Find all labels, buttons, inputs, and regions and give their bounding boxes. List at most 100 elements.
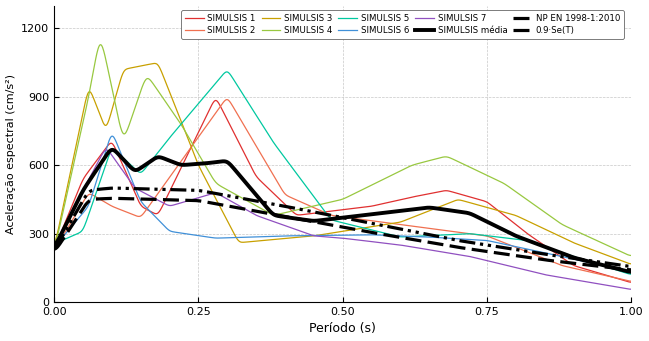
- Line: SIMULSIS 7: SIMULSIS 7: [54, 150, 631, 289]
- Line: SIMULSIS 1: SIMULSIS 1: [54, 101, 631, 282]
- 0.9·Se(T): [305, 219, 313, 223]
- SIMULSIS 1: [212, 99, 220, 103]
- SIMULSIS 5: [50, 241, 58, 245]
- NP EN 1998-1:2010: [627, 264, 635, 268]
- SIMULSIS 2: [50, 246, 58, 250]
- SIMULSIS 7: [511, 265, 519, 269]
- 0.9·Se(T): [50, 247, 58, 251]
- SIMULSIS média: [511, 233, 519, 237]
- SIMULSIS 3: [109, 104, 117, 108]
- SIMULSIS 7: [284, 225, 292, 229]
- Line: SIMULSIS 4: SIMULSIS 4: [54, 45, 631, 255]
- SIMULSIS 5: [109, 148, 117, 152]
- NP EN 1998-1:2010: [501, 246, 509, 250]
- NP EN 1998-1:2010: [50, 244, 58, 248]
- SIMULSIS 1: [305, 212, 313, 216]
- SIMULSIS 4: [284, 210, 292, 214]
- Line: SIMULSIS 5: SIMULSIS 5: [54, 72, 631, 274]
- Line: SIMULSIS 6: SIMULSIS 6: [54, 136, 631, 272]
- SIMULSIS 7: [305, 232, 313, 236]
- SIMULSIS 7: [50, 244, 58, 248]
- SIMULSIS 5: [284, 160, 292, 164]
- SIMULSIS 5: [447, 233, 455, 237]
- SIMULSIS 3: [511, 213, 519, 217]
- SIMULSIS 2: [284, 194, 292, 198]
- SIMULSIS 6: [501, 242, 509, 246]
- SIMULSIS 4: [501, 182, 509, 186]
- 0.9·Se(T): [511, 253, 519, 257]
- SIMULSIS 4: [627, 253, 635, 257]
- SIMULSIS 4: [50, 241, 58, 245]
- SIMULSIS 7: [103, 148, 110, 152]
- SIMULSIS 1: [109, 143, 117, 147]
- SIMULSIS 2: [109, 205, 117, 209]
- SIMULSIS média: [627, 270, 635, 274]
- 0.9·Se(T): [284, 215, 292, 219]
- NP EN 1998-1:2010: [305, 209, 313, 213]
- 0.9·Se(T): [627, 268, 635, 272]
- SIMULSIS média: [447, 208, 455, 212]
- NP EN 1998-1:2010: [284, 205, 292, 209]
- 0.9·Se(T): [109, 196, 117, 201]
- SIMULSIS média: [108, 148, 116, 152]
- Line: NP EN 1998-1:2010: NP EN 1998-1:2010: [54, 188, 631, 266]
- SIMULSIS 4: [447, 156, 455, 160]
- Line: SIMULSIS 2: SIMULSIS 2: [54, 100, 631, 281]
- SIMULSIS 3: [151, 61, 158, 65]
- 0.9·Se(T): [447, 244, 455, 248]
- SIMULSIS 6: [305, 234, 313, 238]
- SIMULSIS 3: [305, 234, 313, 238]
- SIMULSIS 6: [447, 236, 455, 240]
- SIMULSIS 3: [447, 200, 455, 204]
- SIMULSIS 5: [627, 272, 635, 276]
- SIMULSIS 1: [501, 214, 509, 218]
- Legend: SIMULSIS 1, SIMULSIS 2, SIMULSIS 3, SIMULSIS 4, SIMULSIS 5, SIMULSIS 6, SIMULSIS: SIMULSIS 1, SIMULSIS 2, SIMULSIS 3, SIMU…: [181, 11, 624, 39]
- SIMULSIS 7: [447, 251, 455, 255]
- SIMULSIS 1: [627, 280, 635, 284]
- SIMULSIS 7: [501, 263, 509, 267]
- NP EN 1998-1:2010: [111, 186, 119, 190]
- SIMULSIS 1: [284, 205, 292, 209]
- 0.9·Se(T): [501, 252, 509, 256]
- SIMULSIS 5: [223, 70, 230, 74]
- SIMULSIS 7: [110, 155, 117, 160]
- SIMULSIS 3: [50, 240, 58, 244]
- NP EN 1998-1:2010: [447, 237, 455, 241]
- SIMULSIS 7: [627, 287, 635, 291]
- SIMULSIS 4: [511, 189, 519, 193]
- SIMULSIS 5: [501, 236, 509, 240]
- Line: 0.9·Se(T): 0.9·Se(T): [54, 198, 631, 270]
- SIMULSIS 5: [511, 237, 519, 241]
- X-axis label: Período (s): Período (s): [309, 323, 376, 336]
- SIMULSIS média: [501, 228, 509, 233]
- SIMULSIS média: [284, 216, 292, 220]
- SIMULSIS 2: [305, 204, 313, 208]
- 0.9·Se(T): [110, 196, 117, 201]
- SIMULSIS 6: [627, 270, 635, 274]
- SIMULSIS 6: [110, 135, 117, 139]
- SIMULSIS 1: [511, 222, 519, 226]
- Line: SIMULSIS média: SIMULSIS média: [54, 150, 631, 272]
- SIMULSIS 2: [511, 245, 519, 249]
- SIMULSIS 1: [447, 190, 455, 194]
- SIMULSIS média: [50, 242, 58, 247]
- SIMULSIS 2: [627, 279, 635, 283]
- SIMULSIS média: [110, 148, 117, 152]
- SIMULSIS 6: [50, 243, 58, 248]
- SIMULSIS 4: [97, 43, 104, 47]
- SIMULSIS 4: [305, 205, 313, 209]
- SIMULSIS 2: [223, 98, 230, 102]
- SIMULSIS 3: [501, 210, 509, 214]
- SIMULSIS 5: [305, 188, 313, 192]
- SIMULSIS 3: [627, 262, 635, 266]
- NP EN 1998-1:2010: [511, 248, 519, 252]
- Line: SIMULSIS 3: SIMULSIS 3: [54, 63, 631, 264]
- SIMULSIS 4: [110, 94, 117, 98]
- SIMULSIS 2: [447, 229, 455, 233]
- SIMULSIS média: [305, 218, 313, 222]
- SIMULSIS 6: [108, 134, 116, 138]
- Y-axis label: Aceleração espectral (cm/s²): Aceleração espectral (cm/s²): [6, 74, 16, 234]
- SIMULSIS 2: [501, 241, 509, 245]
- SIMULSIS 6: [284, 234, 292, 238]
- SIMULSIS 6: [511, 244, 519, 249]
